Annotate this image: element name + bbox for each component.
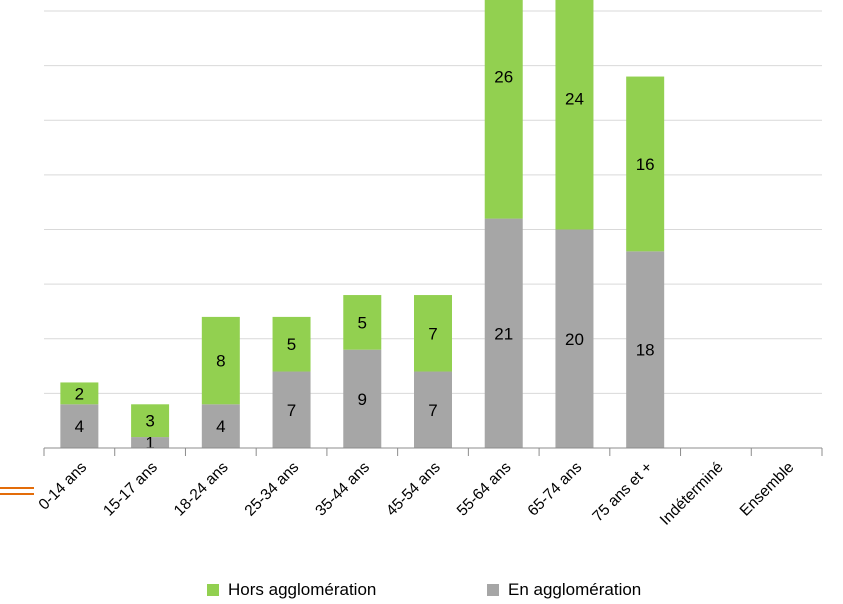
data-label: 3 bbox=[145, 412, 154, 431]
x-tick-label: 45-54 ans bbox=[383, 459, 444, 520]
bar-en bbox=[60, 404, 99, 448]
x-tick-label: 0-14 ans bbox=[36, 459, 91, 514]
legend: Hors agglomération En agglomération bbox=[0, 580, 843, 602]
bar-en bbox=[626, 251, 665, 448]
legend-item-hors: Hors agglomération bbox=[207, 580, 376, 600]
bar-hors bbox=[555, 0, 594, 230]
x-tick-label: Indéterminé bbox=[657, 459, 727, 529]
x-tick-label: Ensemble bbox=[737, 459, 798, 520]
gridlines bbox=[44, 10, 822, 394]
bar-en bbox=[343, 349, 382, 448]
x-tick-label: 55-64 ans bbox=[454, 459, 515, 520]
bar-en bbox=[131, 437, 170, 448]
bar-hors bbox=[343, 295, 382, 350]
orange-marker bbox=[0, 487, 34, 495]
data-label: 24 bbox=[565, 89, 584, 108]
legend-item-en: En agglomération bbox=[487, 580, 641, 600]
bar-hors bbox=[272, 316, 311, 372]
data-label: 7 bbox=[428, 324, 437, 343]
data-label: 18 bbox=[636, 341, 655, 360]
x-tick-label: 25-34 ans bbox=[242, 459, 303, 520]
data-label: 26 bbox=[494, 68, 513, 87]
data-label: 4 bbox=[75, 417, 84, 436]
data-label: 21 bbox=[494, 324, 513, 343]
x-tick-label: 18-24 ans bbox=[171, 459, 232, 520]
bar-hors bbox=[484, 0, 523, 219]
data-label: 5 bbox=[358, 313, 367, 332]
data-label: 8 bbox=[216, 352, 225, 371]
data-label: 20 bbox=[565, 330, 584, 349]
bar-hors bbox=[201, 316, 240, 405]
data-label: 1 bbox=[145, 434, 154, 453]
data-label: 7 bbox=[287, 401, 296, 420]
bars bbox=[60, 0, 665, 448]
bar-en bbox=[201, 404, 240, 448]
data-label: 16 bbox=[636, 155, 655, 174]
x-axis bbox=[43, 447, 823, 456]
bar-hors bbox=[626, 76, 665, 252]
data-label: 2 bbox=[75, 384, 84, 403]
legend-swatch-en bbox=[487, 584, 499, 596]
x-tick-labels: 0-14 ans 15-17 ans 18-24 ans 25-34 ans 35-44… bbox=[36, 459, 798, 529]
legend-label-en: En agglomération bbox=[508, 580, 642, 599]
legend-label-hors: Hors agglomération bbox=[228, 580, 377, 599]
bar-hors bbox=[414, 295, 452, 372]
x-tick-label: 65-74 ans bbox=[525, 459, 586, 520]
x-tick-label: 75 ans et + bbox=[589, 459, 656, 526]
data-label: 5 bbox=[287, 335, 296, 354]
x-tick-label: 15-17 ans bbox=[100, 459, 161, 520]
legend-swatch-hors bbox=[207, 584, 219, 596]
bar-en bbox=[272, 371, 311, 448]
data-label: 4 bbox=[216, 417, 225, 436]
bar-hors bbox=[60, 382, 99, 405]
data-label: 7 bbox=[428, 401, 437, 420]
data-label: 9 bbox=[358, 390, 367, 409]
bar-en bbox=[555, 229, 594, 448]
bar-hors bbox=[131, 404, 170, 438]
bar-en bbox=[484, 218, 523, 448]
bar-en bbox=[414, 371, 452, 448]
x-tick-label: 35-44 ans bbox=[312, 459, 373, 520]
